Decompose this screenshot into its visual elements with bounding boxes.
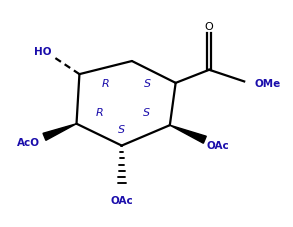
Text: R: R bbox=[96, 109, 104, 118]
Text: OAc: OAc bbox=[207, 141, 229, 151]
Text: HO: HO bbox=[34, 47, 52, 57]
Text: S: S bbox=[144, 79, 151, 89]
Text: S: S bbox=[118, 125, 125, 135]
Text: OAc: OAc bbox=[110, 196, 133, 206]
Text: OMe: OMe bbox=[254, 79, 281, 89]
Text: O: O bbox=[205, 22, 214, 32]
Text: AcO: AcO bbox=[17, 138, 40, 148]
Text: S: S bbox=[143, 109, 150, 118]
Polygon shape bbox=[170, 125, 206, 143]
Polygon shape bbox=[43, 124, 76, 140]
Text: R: R bbox=[102, 79, 110, 89]
